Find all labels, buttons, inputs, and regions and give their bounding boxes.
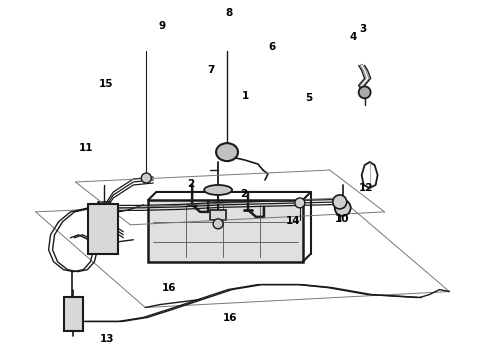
Text: 13: 13 xyxy=(100,333,115,343)
Bar xyxy=(98,202,110,220)
Bar xyxy=(89,204,119,254)
Circle shape xyxy=(213,219,223,229)
Text: 7: 7 xyxy=(207,64,215,75)
Text: 5: 5 xyxy=(305,93,312,103)
Text: 15: 15 xyxy=(98,79,113,89)
Circle shape xyxy=(141,173,151,183)
Text: 2: 2 xyxy=(187,179,194,189)
Text: 10: 10 xyxy=(335,215,349,224)
Text: 1: 1 xyxy=(242,91,248,101)
Text: 9: 9 xyxy=(158,21,166,31)
Text: 11: 11 xyxy=(79,143,94,153)
Text: 14: 14 xyxy=(286,216,300,226)
Circle shape xyxy=(359,86,370,98)
Ellipse shape xyxy=(204,185,232,195)
Text: 3: 3 xyxy=(360,24,367,35)
Text: 16: 16 xyxy=(162,283,176,293)
Circle shape xyxy=(295,198,305,208)
Bar xyxy=(64,297,83,332)
Text: 2: 2 xyxy=(241,189,247,199)
Text: 16: 16 xyxy=(223,313,238,323)
Ellipse shape xyxy=(216,143,238,161)
Text: 4: 4 xyxy=(350,32,357,41)
Bar xyxy=(210,210,226,220)
Text: 12: 12 xyxy=(359,183,373,193)
Bar xyxy=(148,200,303,262)
Circle shape xyxy=(335,200,351,216)
Text: 8: 8 xyxy=(226,8,233,18)
Circle shape xyxy=(333,195,347,209)
Text: 6: 6 xyxy=(268,42,275,52)
